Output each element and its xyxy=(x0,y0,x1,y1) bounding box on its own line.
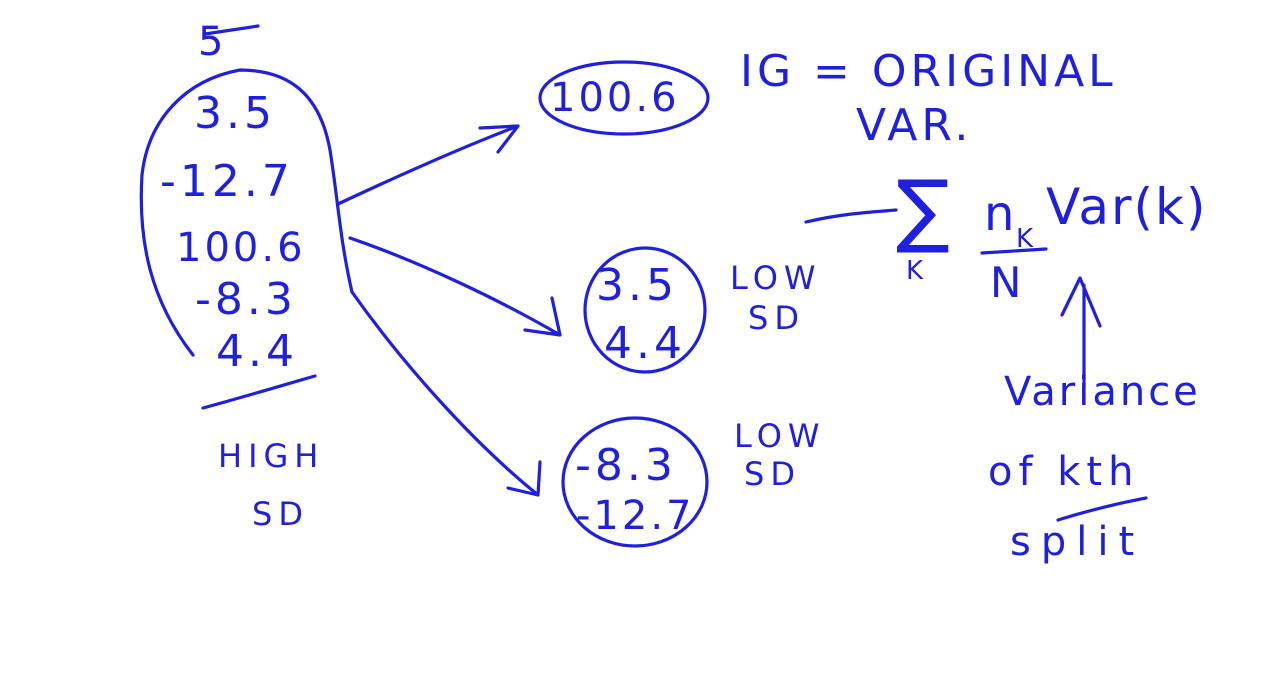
left-value-3: 100.6 xyxy=(176,225,306,271)
annotation-underline xyxy=(1056,496,1148,522)
mid-node-value-2: 4.4 xyxy=(604,318,686,369)
left-group-outline xyxy=(139,68,354,357)
sigma-symbol: ∑ xyxy=(896,163,950,256)
fraction-bar xyxy=(980,247,1048,255)
arrow-to-mid-node xyxy=(348,236,562,337)
annotation-line3: split xyxy=(1010,519,1145,565)
left-label-line2: SD xyxy=(252,495,309,533)
bottom-node-value-1: -8.3 xyxy=(575,440,677,491)
fraction-denominator: N xyxy=(990,258,1022,307)
left-value-5: 4.4 xyxy=(216,326,298,377)
mid-node-label-line1: LOW xyxy=(730,259,822,297)
annotation-line2: of kth xyxy=(988,449,1140,495)
list-underline xyxy=(201,374,317,410)
ig-formula-line1: IG = ORIGINAL xyxy=(740,46,1117,97)
header-overline xyxy=(203,24,260,36)
left-value-4: -8.3 xyxy=(195,274,297,325)
left-header-value: 5 xyxy=(198,19,227,65)
variance-term: Var(k) xyxy=(1046,178,1208,236)
left-value-1: 3.5 xyxy=(194,88,276,139)
mid-node-label-line2: SD xyxy=(748,299,805,337)
mid-node-outline xyxy=(583,246,707,374)
mid-node-value-1: 3.5 xyxy=(596,260,678,311)
annotation-up-arrow xyxy=(1060,276,1102,388)
top-node-outline xyxy=(538,60,710,136)
annotation-line1: Variance xyxy=(1004,369,1201,415)
numerator-subscript: K xyxy=(1016,224,1034,254)
ig-formula-line2: VAR. xyxy=(856,100,973,151)
left-label-line1: HIGH xyxy=(218,437,325,475)
fraction-numerator: n xyxy=(984,186,1015,242)
sigma-subscript: K xyxy=(906,256,924,286)
bottom-node-value-2: -12.7 xyxy=(576,493,695,539)
left-value-2: -12.7 xyxy=(160,156,294,207)
dash-to-sum xyxy=(804,208,898,224)
arrow-to-bottom-node xyxy=(350,290,542,497)
bottom-node-outline xyxy=(561,416,709,548)
bottom-node-label-line2: SD xyxy=(744,455,801,493)
arrow-to-top-node xyxy=(336,124,520,206)
bottom-node-label-line1: LOW xyxy=(734,417,826,455)
top-node-value: 100.6 xyxy=(550,75,680,121)
